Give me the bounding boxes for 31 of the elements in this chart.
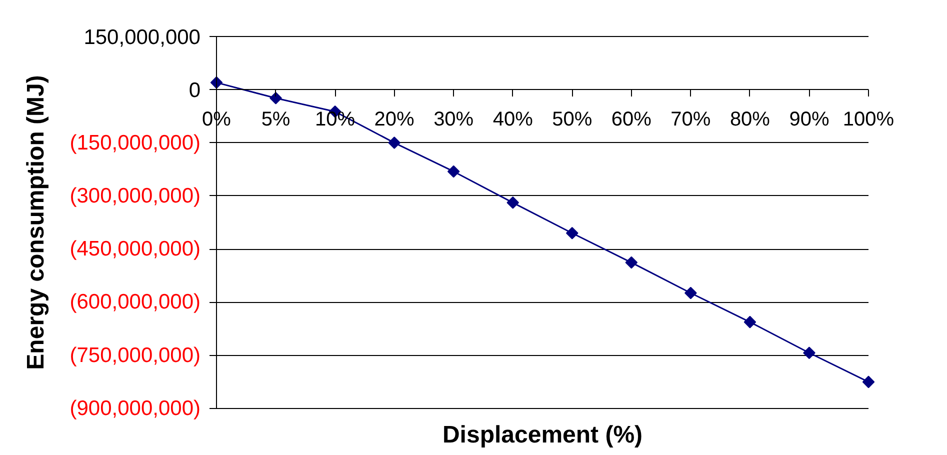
y-tick-label: (900,000,000): [70, 397, 201, 420]
point: [625, 256, 638, 269]
x-tick-label: 70%: [670, 108, 711, 131]
y-tick-label: 150,000,000: [84, 26, 201, 49]
y-tick-label: (150,000,000): [70, 131, 201, 154]
x-tick-label: 40%: [492, 108, 534, 131]
point: [388, 136, 400, 149]
x-tick-label: 90%: [789, 108, 830, 131]
point: [862, 376, 875, 388]
x-tick-label: 10%: [315, 108, 356, 131]
x-tick-label: 100%: [842, 108, 894, 131]
point: [447, 165, 460, 178]
x-tick-label: 60%: [611, 108, 652, 131]
y-tick-label: (600,000,000): [70, 290, 201, 314]
point: [566, 226, 578, 240]
y-tick-label: (450,000,000): [70, 238, 201, 261]
x-axis-title: Displacement (%): [442, 422, 643, 448]
y-tick-label: (750,000,000): [70, 344, 201, 367]
x-tick-label: 20%: [374, 108, 415, 131]
point: [684, 286, 697, 300]
point: [506, 196, 520, 209]
y-axis-title: Energy consumption (MJ): [22, 75, 50, 370]
point: [744, 316, 756, 328]
x-tick-label: 30%: [434, 108, 474, 131]
point: [270, 92, 282, 104]
x-tick-label: 5%: [261, 108, 290, 131]
y-tick-label: 0: [188, 79, 201, 102]
point: [803, 346, 816, 360]
x-tick-label: 50%: [552, 108, 592, 131]
x-tick-label: 80%: [730, 108, 770, 131]
y-tick-label: (300,000,000): [70, 184, 201, 208]
